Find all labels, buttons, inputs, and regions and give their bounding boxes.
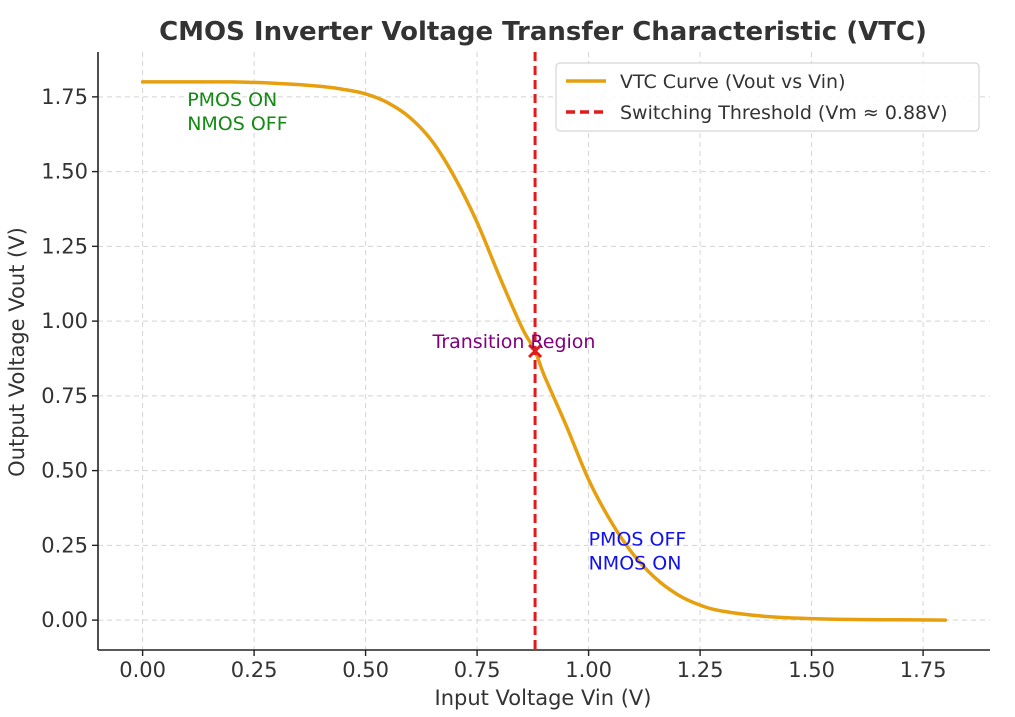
tick-labels: 0.00 0.25 0.50 0.75 1.00 1.25 1.50 1.75 0.00 0.25… <box>41 85 946 682</box>
y-tick-label: 0.50 <box>41 459 88 483</box>
annotation-text: PMOS ON <box>187 89 277 111</box>
y-tick-label: 0.25 <box>41 533 88 557</box>
legend-box <box>555 62 980 132</box>
y-tick-label: 1.50 <box>41 160 88 184</box>
y-tick-label: 1.25 <box>41 234 88 258</box>
x-tick-label: 1.00 <box>565 658 612 682</box>
grid-lines <box>98 52 990 650</box>
annotation-text: NMOS ON <box>589 552 682 574</box>
marker-stroke <box>528 343 543 359</box>
y-tick-label: 0.75 <box>41 384 88 408</box>
y-tick-label: 1.00 <box>41 309 88 333</box>
x-tick-label: 0.00 <box>119 658 166 682</box>
annotation-text: NMOS OFF <box>187 113 287 135</box>
plot-area <box>140 52 948 650</box>
axes <box>92 52 990 656</box>
x-tick-label: 0.75 <box>454 658 501 682</box>
x-tick-label: 1.25 <box>677 658 724 682</box>
legend-entry: Switching Threshold (Vm ≈ 0.88V) <box>620 102 948 124</box>
annotation-text: Transition Region <box>432 331 596 353</box>
legend-entry: VTC Curve (Vout vs Vin) <box>620 71 845 93</box>
annotation-text: PMOS OFF <box>589 528 687 550</box>
x-axis-label: Input Voltage Vin (V) <box>435 686 652 710</box>
threshold-marker <box>528 343 543 359</box>
legend: VTC Curve (Vout vs Vin) Switching Thresho… <box>555 62 980 132</box>
chart-title: CMOS Inverter Voltage Transfer Character… <box>159 17 927 47</box>
y-axis-label: Output Voltage Vout (V) <box>5 227 29 477</box>
x-tick-label: 0.50 <box>342 658 389 682</box>
x-tick-label: 1.75 <box>900 658 947 682</box>
x-tick-label: 1.50 <box>788 658 835 682</box>
x-tick-label: 0.25 <box>231 658 278 682</box>
y-tick-label: 0.00 <box>41 608 88 632</box>
y-tick-label: 1.75 <box>41 85 88 109</box>
